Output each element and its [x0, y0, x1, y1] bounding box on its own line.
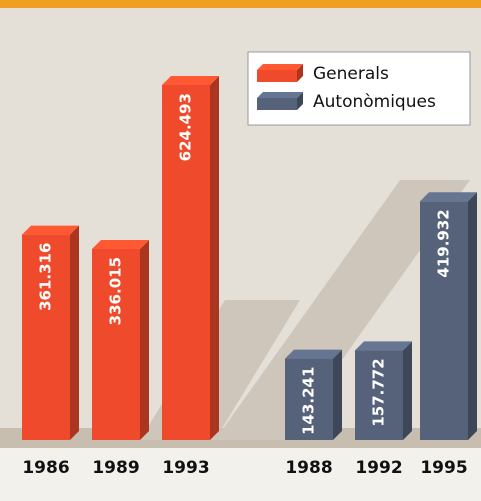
bar-top	[92, 240, 149, 249]
legend-label: Generals	[313, 64, 389, 84]
bar-side	[210, 76, 219, 440]
bar-top	[355, 341, 412, 350]
legend-label: Autonòmiques	[313, 92, 436, 112]
value-label: 336.015	[107, 257, 125, 325]
x-tick-label: 1988	[285, 458, 332, 478]
legend-swatch	[257, 70, 297, 82]
value-label: 143.241	[300, 367, 318, 435]
value-label: 157.772	[370, 358, 388, 426]
bar-side	[468, 192, 477, 440]
value-label: 361.316	[37, 243, 55, 311]
bar-side	[140, 240, 149, 440]
bar-side	[403, 341, 412, 440]
legend-swatch	[257, 98, 297, 110]
value-label: 624.493	[177, 93, 195, 161]
bar-top	[162, 76, 219, 85]
x-tick-label: 1993	[162, 458, 209, 478]
bar-side	[70, 226, 79, 440]
bar-top	[285, 350, 342, 359]
value-label: 419.932	[435, 209, 453, 277]
top-stripe	[0, 0, 481, 8]
chart: Generals Autonòmiques 1986 1989 1993 1988 199…	[0, 0, 481, 501]
legend: Generals Autonòmiques	[248, 52, 470, 125]
x-tick-label: 1986	[22, 458, 69, 478]
legend-box	[248, 52, 470, 125]
legend-swatch-top	[257, 92, 303, 98]
bar-side	[333, 350, 342, 440]
bar-top	[22, 226, 79, 235]
x-tick-label: 1992	[355, 458, 402, 478]
legend-swatch-top	[257, 64, 303, 70]
x-tick-label: 1995	[420, 458, 467, 478]
x-tick-label: 1989	[92, 458, 139, 478]
bar-top	[420, 192, 477, 201]
